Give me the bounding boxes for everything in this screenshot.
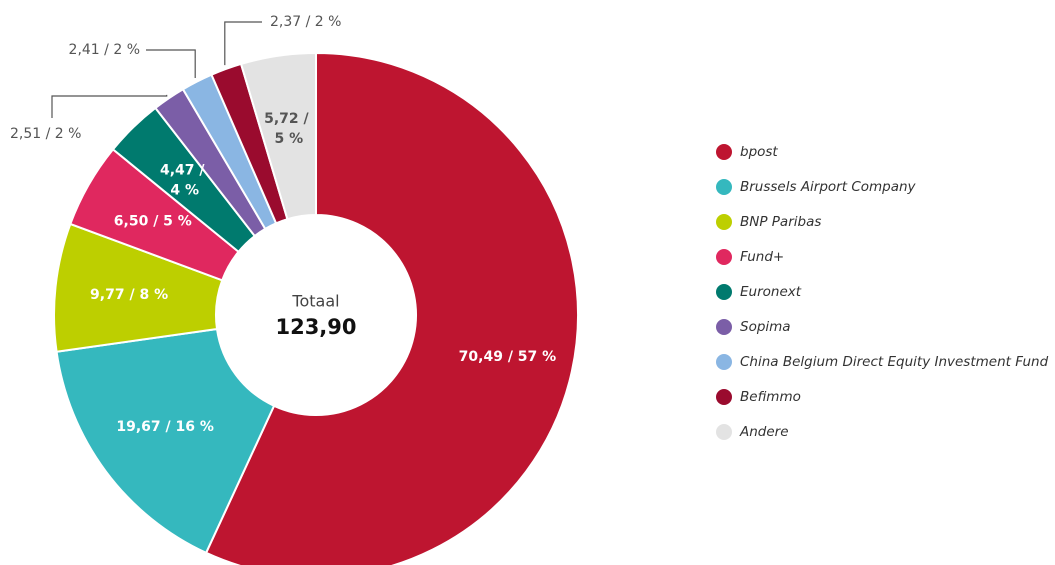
leader-line — [146, 49, 196, 78]
legend-swatch — [716, 389, 732, 405]
legend-swatch — [716, 319, 732, 335]
legend-label: Brussels Airport Company — [740, 179, 917, 195]
legend-swatch — [716, 144, 732, 160]
leader-line — [51, 94, 168, 118]
pie-slice — [239, 51, 317, 221]
legend-label: Fund+ — [740, 249, 784, 265]
legend-swatch — [716, 249, 732, 265]
data-label: 9,77 / 8 % — [90, 287, 168, 303]
legend-swatch — [716, 284, 732, 300]
center-total: 123,90 — [275, 315, 356, 339]
legend-label: China Belgium Direct Equity Investment F… — [740, 354, 1049, 370]
data-label: 2,37 / 2 % — [270, 14, 341, 30]
legend-label: Befimmo — [740, 389, 801, 405]
legend-swatch — [716, 214, 732, 230]
pie-slice — [204, 51, 579, 565]
data-label: 70,49 / 57 % — [459, 349, 557, 365]
legend-label: Andere — [739, 424, 789, 440]
data-label: 2,41 / 2 % — [69, 42, 140, 58]
pie-slice — [55, 327, 276, 555]
data-label: 6,50 / 5 % — [114, 214, 192, 230]
leader-line — [224, 21, 262, 66]
legend-label: BNP Paribas — [740, 214, 821, 230]
legend-label: bpost — [740, 144, 778, 160]
data-label: 4,47 / 4 % — [160, 162, 209, 198]
legend-label: Euronext — [740, 284, 802, 300]
data-label: 2,51 / 2 % — [10, 126, 81, 142]
legend-swatch — [716, 179, 732, 195]
data-label: 5,72 / 5 % — [264, 111, 313, 147]
center-label: Totaal — [291, 292, 339, 311]
data-label: 19,67 / 16 % — [116, 419, 214, 435]
legend-swatch — [716, 424, 732, 440]
legend-label: Sopima — [740, 319, 791, 335]
legend-swatch — [716, 354, 732, 370]
